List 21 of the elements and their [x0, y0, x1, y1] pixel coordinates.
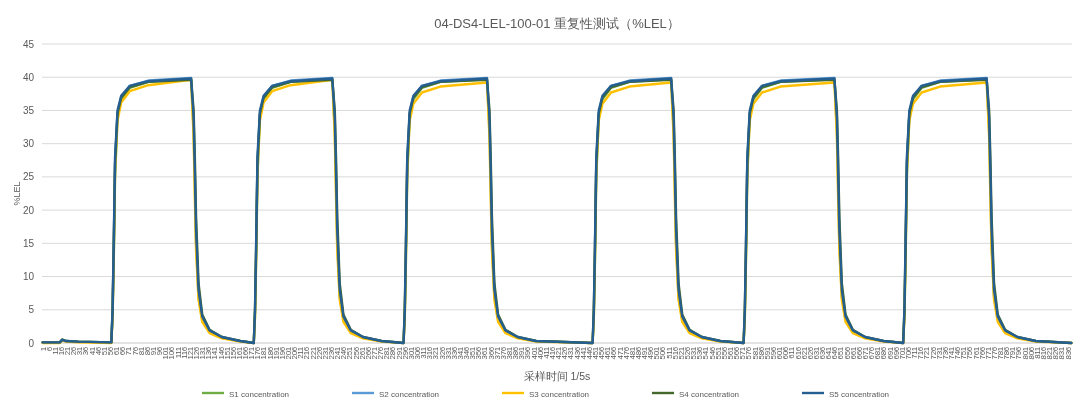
y-tick-label: 0 — [28, 337, 35, 349]
legend-label: S1 concentration — [229, 389, 290, 399]
y-axis-title: %LEL — [12, 181, 22, 206]
x-tick-label: 1 — [38, 346, 48, 352]
y-tick-label: 35 — [22, 104, 35, 116]
y-tick-label: 20 — [22, 204, 35, 216]
y-tick-label: 25 — [22, 171, 35, 183]
y-tick-label: 5 — [28, 304, 35, 316]
x-tick-label: 561 — [726, 346, 735, 360]
y-tick-label: 10 — [22, 271, 35, 283]
legend-label: S5 concentration — [829, 389, 890, 399]
x-axis-title: 采样时间 1/5s — [523, 370, 591, 382]
legend-label: S4 concentration — [679, 389, 740, 399]
chart-title: 04-DS4-LEL-100-01 重复性测试（%LEL） — [434, 16, 680, 31]
legend-label: S3 concentration — [529, 389, 590, 399]
legend-label: S2 concentration — [379, 389, 440, 399]
x-tick-label: 91 — [149, 346, 158, 356]
y-tick-label: 15 — [22, 237, 35, 249]
y-tick-label: 40 — [22, 71, 35, 83]
y-tick-label: 45 — [22, 38, 35, 50]
y-tick-label: 30 — [22, 138, 35, 150]
